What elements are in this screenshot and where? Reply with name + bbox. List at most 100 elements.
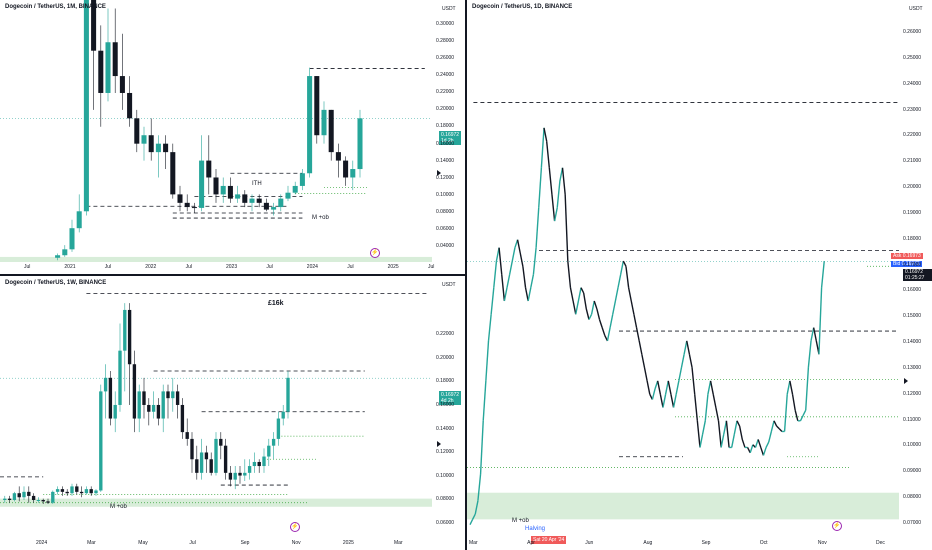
candle-body: [235, 194, 241, 199]
price-segment: [614, 287, 619, 302]
candle-body: [206, 160, 212, 178]
candle-body: [147, 404, 151, 412]
last-price-tag: 0.16972 01:25:27: [903, 269, 932, 281]
ith-label: ITH: [252, 181, 262, 187]
price-segment: [657, 380, 662, 395]
y-tick-label: 0.12000: [436, 174, 455, 181]
candle-body: [27, 491, 31, 496]
candle-body: [233, 472, 237, 480]
y-tick-label: 0.20000: [903, 184, 922, 191]
candle-body: [180, 404, 185, 433]
price-segment: [760, 447, 765, 456]
candle-body: [286, 377, 290, 412]
price-segment: [508, 260, 513, 275]
candle-body: [163, 143, 169, 153]
price-segment: [799, 415, 804, 422]
candle-body: [75, 486, 79, 492]
lightning-icon[interactable]: ⚡: [832, 521, 842, 531]
candle-body: [238, 472, 242, 476]
candle-body: [60, 489, 65, 492]
scroll-arrow-icon[interactable]: [437, 441, 441, 447]
candle-body: [263, 202, 269, 210]
price-segment: [469, 519, 474, 525]
candle-body: [223, 445, 228, 473]
x-tick-label: Nov: [817, 540, 827, 546]
price-segment: [580, 287, 585, 294]
candle-body: [127, 92, 133, 119]
price-segment: [635, 327, 640, 342]
candle-body: [314, 76, 320, 136]
candle-body: [46, 501, 50, 503]
candle-body: [55, 489, 60, 492]
price-segment: [582, 292, 588, 310]
price-segment: [630, 300, 635, 315]
price-segment: [474, 500, 479, 515]
lightning-icon[interactable]: ⚡: [370, 248, 380, 258]
x-tick-label: Mar: [394, 540, 403, 546]
price-segment: [548, 167, 553, 195]
price-segment: [757, 439, 762, 448]
chart-title: Dogecoin / TetherUS, 1M, BINANCE: [5, 4, 106, 10]
candle-body: [267, 445, 271, 457]
price-segment: [688, 354, 693, 368]
y-tick-label: 0.28000: [436, 38, 455, 45]
candle-body: [151, 404, 156, 412]
weekly-chart-canvas[interactable]: [0, 276, 465, 550]
candle-body: [190, 438, 194, 460]
candle-body: [228, 472, 233, 480]
candle-body: [98, 50, 104, 93]
bid-label: Bid: [893, 261, 901, 267]
x-tick-label: Jul: [428, 264, 435, 270]
candle-body: [350, 169, 356, 178]
price-segment: [553, 207, 558, 222]
candle-body: [285, 192, 291, 199]
chart-panel-monthly[interactable]: Dogecoin / TetherUS, 1M, BINANCE USDT IT…: [0, 0, 465, 274]
y-tick-label: 0.22000: [903, 132, 922, 139]
x-tick-label: 2025: [387, 264, 399, 270]
price-segment: [783, 394, 788, 432]
candle-body: [148, 135, 154, 153]
price-segment: [487, 314, 492, 341]
candle-body: [204, 452, 209, 460]
chart-panel-weekly[interactable]: Dogecoin / TetherUS, 1W, BINANCE USDT £1…: [0, 276, 465, 550]
price-segment: [754, 439, 759, 448]
price-segment: [762, 447, 767, 456]
panel-divider-vertical[interactable]: [465, 0, 467, 550]
scroll-arrow-icon[interactable]: [437, 170, 441, 176]
headline-label: £16k: [268, 300, 284, 307]
candle-body: [161, 391, 165, 419]
chart-panel-daily[interactable]: Dogecoin / TetherUS, 1D, BINANCE USDT M …: [467, 0, 932, 550]
x-tick-label: 2021: [64, 264, 76, 270]
panel-divider-horizontal[interactable]: [0, 274, 465, 276]
monthly-chart-canvas[interactable]: [0, 0, 465, 274]
chart-title: Dogecoin / TetherUS, 1W, BINANCE: [5, 280, 107, 286]
scroll-arrow-icon[interactable]: [904, 378, 908, 384]
candle-body: [155, 143, 161, 153]
price-segment: [540, 127, 545, 168]
lightning-icon[interactable]: ⚡: [290, 522, 300, 532]
current-price-tag: 0.16972 4d 2h: [439, 391, 462, 405]
price-segment: [524, 287, 529, 302]
y-tick-label: 0.16000: [436, 140, 455, 147]
y-tick-label: 0.18000: [903, 235, 922, 242]
daily-chart-canvas[interactable]: [467, 0, 932, 550]
candle-body: [76, 211, 82, 229]
price-segment: [686, 340, 691, 355]
price-segment: [606, 327, 611, 342]
price-segment: [617, 274, 622, 288]
halving-label[interactable]: Halving: [525, 526, 546, 532]
candle-body: [62, 249, 68, 256]
price-segment: [482, 380, 487, 421]
price-segment: [625, 266, 630, 288]
price-segment: [530, 274, 535, 288]
candle-body: [335, 152, 341, 161]
x-tick-label: May: [138, 540, 148, 546]
countdown: 4d 2h: [441, 398, 454, 404]
price-segment: [643, 367, 648, 381]
price-segment: [590, 300, 595, 315]
candle-body: [84, 489, 89, 494]
candle-body: [141, 135, 147, 144]
candle-body: [41, 499, 45, 502]
price-segment: [712, 394, 717, 408]
y-tick-label: 0.12000: [903, 390, 922, 397]
